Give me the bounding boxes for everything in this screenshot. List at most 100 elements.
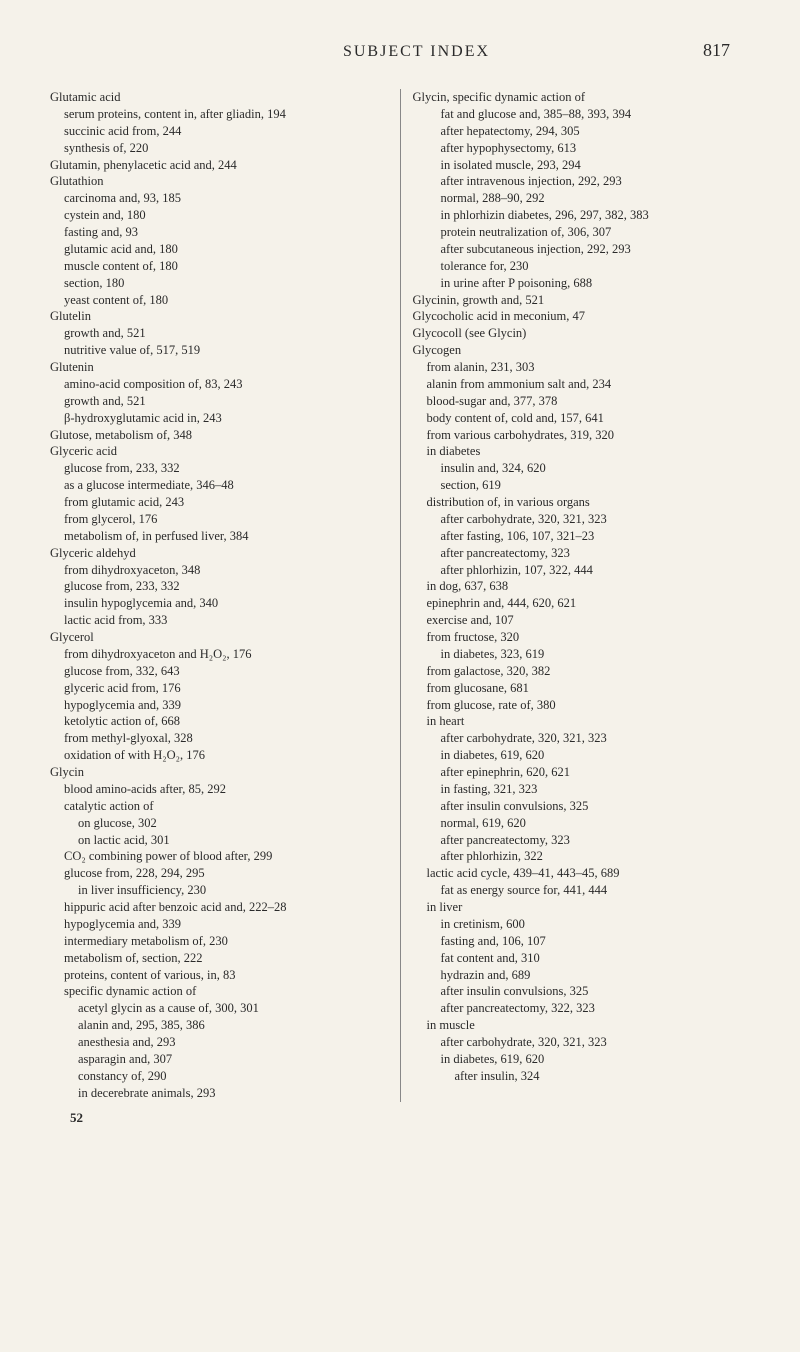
index-entry: Glyceric acid bbox=[50, 443, 388, 460]
index-entry: protein neutralization of, 306, 307 bbox=[413, 224, 751, 241]
index-entry: Glyceric aldehyd bbox=[50, 545, 388, 562]
index-entry: glucose from, 233, 332 bbox=[50, 578, 388, 595]
index-entry: after pancreatectomy, 323 bbox=[413, 832, 751, 849]
index-entry: from dihydroxyaceton and H₂O₂, 176 bbox=[50, 646, 388, 663]
index-entry: insulin and, 324, 620 bbox=[413, 460, 751, 477]
index-entry: fat as energy source for, 441, 444 bbox=[413, 882, 751, 899]
index-entry: catalytic action of bbox=[50, 798, 388, 815]
index-entry: yeast content of, 180 bbox=[50, 292, 388, 309]
index-entry: after carbohydrate, 320, 321, 323 bbox=[413, 730, 751, 747]
index-entry: glucose from, 228, 294, 295 bbox=[50, 865, 388, 882]
index-entry: epinephrin and, 444, 620, 621 bbox=[413, 595, 751, 612]
index-entry: as a glucose intermediate, 346–48 bbox=[50, 477, 388, 494]
index-entry: metabolism of, section, 222 bbox=[50, 950, 388, 967]
index-entry: in dog, 637, 638 bbox=[413, 578, 751, 595]
index-entry: in liver insufficiency, 230 bbox=[50, 882, 388, 899]
index-entry: growth and, 521 bbox=[50, 393, 388, 410]
index-entry: in diabetes bbox=[413, 443, 751, 460]
index-entry: glyceric acid from, 176 bbox=[50, 680, 388, 697]
index-entry: hippuric acid after benzoic acid and, 22… bbox=[50, 899, 388, 916]
index-entry: after phlorhizin, 107, 322, 444 bbox=[413, 562, 751, 579]
index-entry: Glutamin, phenylacetic acid and, 244 bbox=[50, 157, 388, 174]
index-entry: constancy of, 290 bbox=[50, 1068, 388, 1085]
index-entry: after pancreatectomy, 322, 323 bbox=[413, 1000, 751, 1017]
index-entry: in isolated muscle, 293, 294 bbox=[413, 157, 751, 174]
index-entry: Glutenin bbox=[50, 359, 388, 376]
page-number: 817 bbox=[703, 40, 730, 61]
footer-number: 52 bbox=[50, 1110, 750, 1126]
index-entry: from various carbohydrates, 319, 320 bbox=[413, 427, 751, 444]
index-entry: proteins, content of various, in, 83 bbox=[50, 967, 388, 984]
index-entry: ketolytic action of, 668 bbox=[50, 713, 388, 730]
index-entry: Glycogen bbox=[413, 342, 751, 359]
index-entry: after hepatectomy, 294, 305 bbox=[413, 123, 751, 140]
index-entry: in fasting, 321, 323 bbox=[413, 781, 751, 798]
index-entry: after carbohydrate, 320, 321, 323 bbox=[413, 511, 751, 528]
index-entry: fasting and, 106, 107 bbox=[413, 933, 751, 950]
index-entry: acetyl glycin as a cause of, 300, 301 bbox=[50, 1000, 388, 1017]
index-entry: in urine after P poisoning, 688 bbox=[413, 275, 751, 292]
index-entry: CO₂ combining power of blood after, 299 bbox=[50, 848, 388, 865]
index-entry: after insulin convulsions, 325 bbox=[413, 983, 751, 1000]
index-entry: hypoglycemia and, 339 bbox=[50, 916, 388, 933]
index-entry: in cretinism, 600 bbox=[413, 916, 751, 933]
index-entry: in diabetes, 619, 620 bbox=[413, 1051, 751, 1068]
index-entry: on glucose, 302 bbox=[50, 815, 388, 832]
index-entry: in diabetes, 619, 620 bbox=[413, 747, 751, 764]
index-entry: Glutamic acid bbox=[50, 89, 388, 106]
index-entry: succinic acid from, 244 bbox=[50, 123, 388, 140]
index-entry: normal, 619, 620 bbox=[413, 815, 751, 832]
index-entry: from glycerol, 176 bbox=[50, 511, 388, 528]
index-entry: amino-acid composition of, 83, 243 bbox=[50, 376, 388, 393]
index-entry: after epinephrin, 620, 621 bbox=[413, 764, 751, 781]
index-entry: intermediary metabolism of, 230 bbox=[50, 933, 388, 950]
index-entry: after fasting, 106, 107, 321–23 bbox=[413, 528, 751, 545]
columns-wrapper: Glutamic acidserum proteins, content in,… bbox=[50, 89, 750, 1102]
index-entry: section, 619 bbox=[413, 477, 751, 494]
index-entry: glutamic acid and, 180 bbox=[50, 241, 388, 258]
index-entry: in muscle bbox=[413, 1017, 751, 1034]
index-entry: tolerance for, 230 bbox=[413, 258, 751, 275]
index-entry: in decerebrate animals, 293 bbox=[50, 1085, 388, 1102]
index-entry: Glutelin bbox=[50, 308, 388, 325]
index-entry: after hypophysectomy, 613 bbox=[413, 140, 751, 157]
index-entry: after subcutaneous injection, 292, 293 bbox=[413, 241, 751, 258]
index-entry: muscle content of, 180 bbox=[50, 258, 388, 275]
index-entry: oxidation of with H₂O₂, 176 bbox=[50, 747, 388, 764]
index-entry: blood amino-acids after, 85, 292 bbox=[50, 781, 388, 798]
index-entry: fat content and, 310 bbox=[413, 950, 751, 967]
index-entry: fat and glucose and, 385–88, 393, 394 bbox=[413, 106, 751, 123]
index-entry: serum proteins, content in, after gliadi… bbox=[50, 106, 388, 123]
left-column: Glutamic acidserum proteins, content in,… bbox=[50, 89, 401, 1102]
index-entry: in diabetes, 323, 619 bbox=[413, 646, 751, 663]
index-entry: after insulin convulsions, 325 bbox=[413, 798, 751, 815]
index-entry: section, 180 bbox=[50, 275, 388, 292]
index-entry: fasting and, 93 bbox=[50, 224, 388, 241]
index-entry: insulin hypoglycemia and, 340 bbox=[50, 595, 388, 612]
index-entry: after carbohydrate, 320, 321, 323 bbox=[413, 1034, 751, 1051]
index-entry: alanin and, 295, 385, 386 bbox=[50, 1017, 388, 1034]
index-entry: anesthesia and, 293 bbox=[50, 1034, 388, 1051]
index-entry: after pancreatectomy, 323 bbox=[413, 545, 751, 562]
index-entry: alanin from ammonium salt and, 234 bbox=[413, 376, 751, 393]
index-entry: from dihydroxyaceton, 348 bbox=[50, 562, 388, 579]
index-entry: Glycocoll (see Glycin) bbox=[413, 325, 751, 342]
index-entry: Glycin, specific dynamic action of bbox=[413, 89, 751, 106]
index-entry: from galactose, 320, 382 bbox=[413, 663, 751, 680]
index-entry: on lactic acid, 301 bbox=[50, 832, 388, 849]
index-entry: from glucosane, 681 bbox=[413, 680, 751, 697]
index-entry: normal, 288–90, 292 bbox=[413, 190, 751, 207]
index-entry: in liver bbox=[413, 899, 751, 916]
index-entry: Glycinin, growth and, 521 bbox=[413, 292, 751, 309]
index-entry: hydrazin and, 689 bbox=[413, 967, 751, 984]
index-entry: lactic acid cycle, 439–41, 443–45, 689 bbox=[413, 865, 751, 882]
header-title: SUBJECT INDEX bbox=[130, 43, 703, 61]
index-entry: Glycocholic acid in meconium, 47 bbox=[413, 308, 751, 325]
index-entry: hypoglycemia and, 339 bbox=[50, 697, 388, 714]
index-entry: from alanin, 231, 303 bbox=[413, 359, 751, 376]
index-entry: from glucose, rate of, 380 bbox=[413, 697, 751, 714]
index-entry: carcinoma and, 93, 185 bbox=[50, 190, 388, 207]
index-entry: from fructose, 320 bbox=[413, 629, 751, 646]
index-entry: asparagin and, 307 bbox=[50, 1051, 388, 1068]
index-entry: growth and, 521 bbox=[50, 325, 388, 342]
